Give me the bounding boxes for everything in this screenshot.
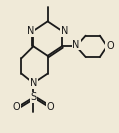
Text: S: S [30,92,36,102]
Text: N: N [27,26,34,36]
Text: N: N [61,26,69,36]
Text: O: O [47,102,54,113]
Text: N: N [30,78,37,88]
Text: O: O [106,41,114,51]
Text: O: O [12,102,20,113]
Text: N: N [72,40,80,49]
